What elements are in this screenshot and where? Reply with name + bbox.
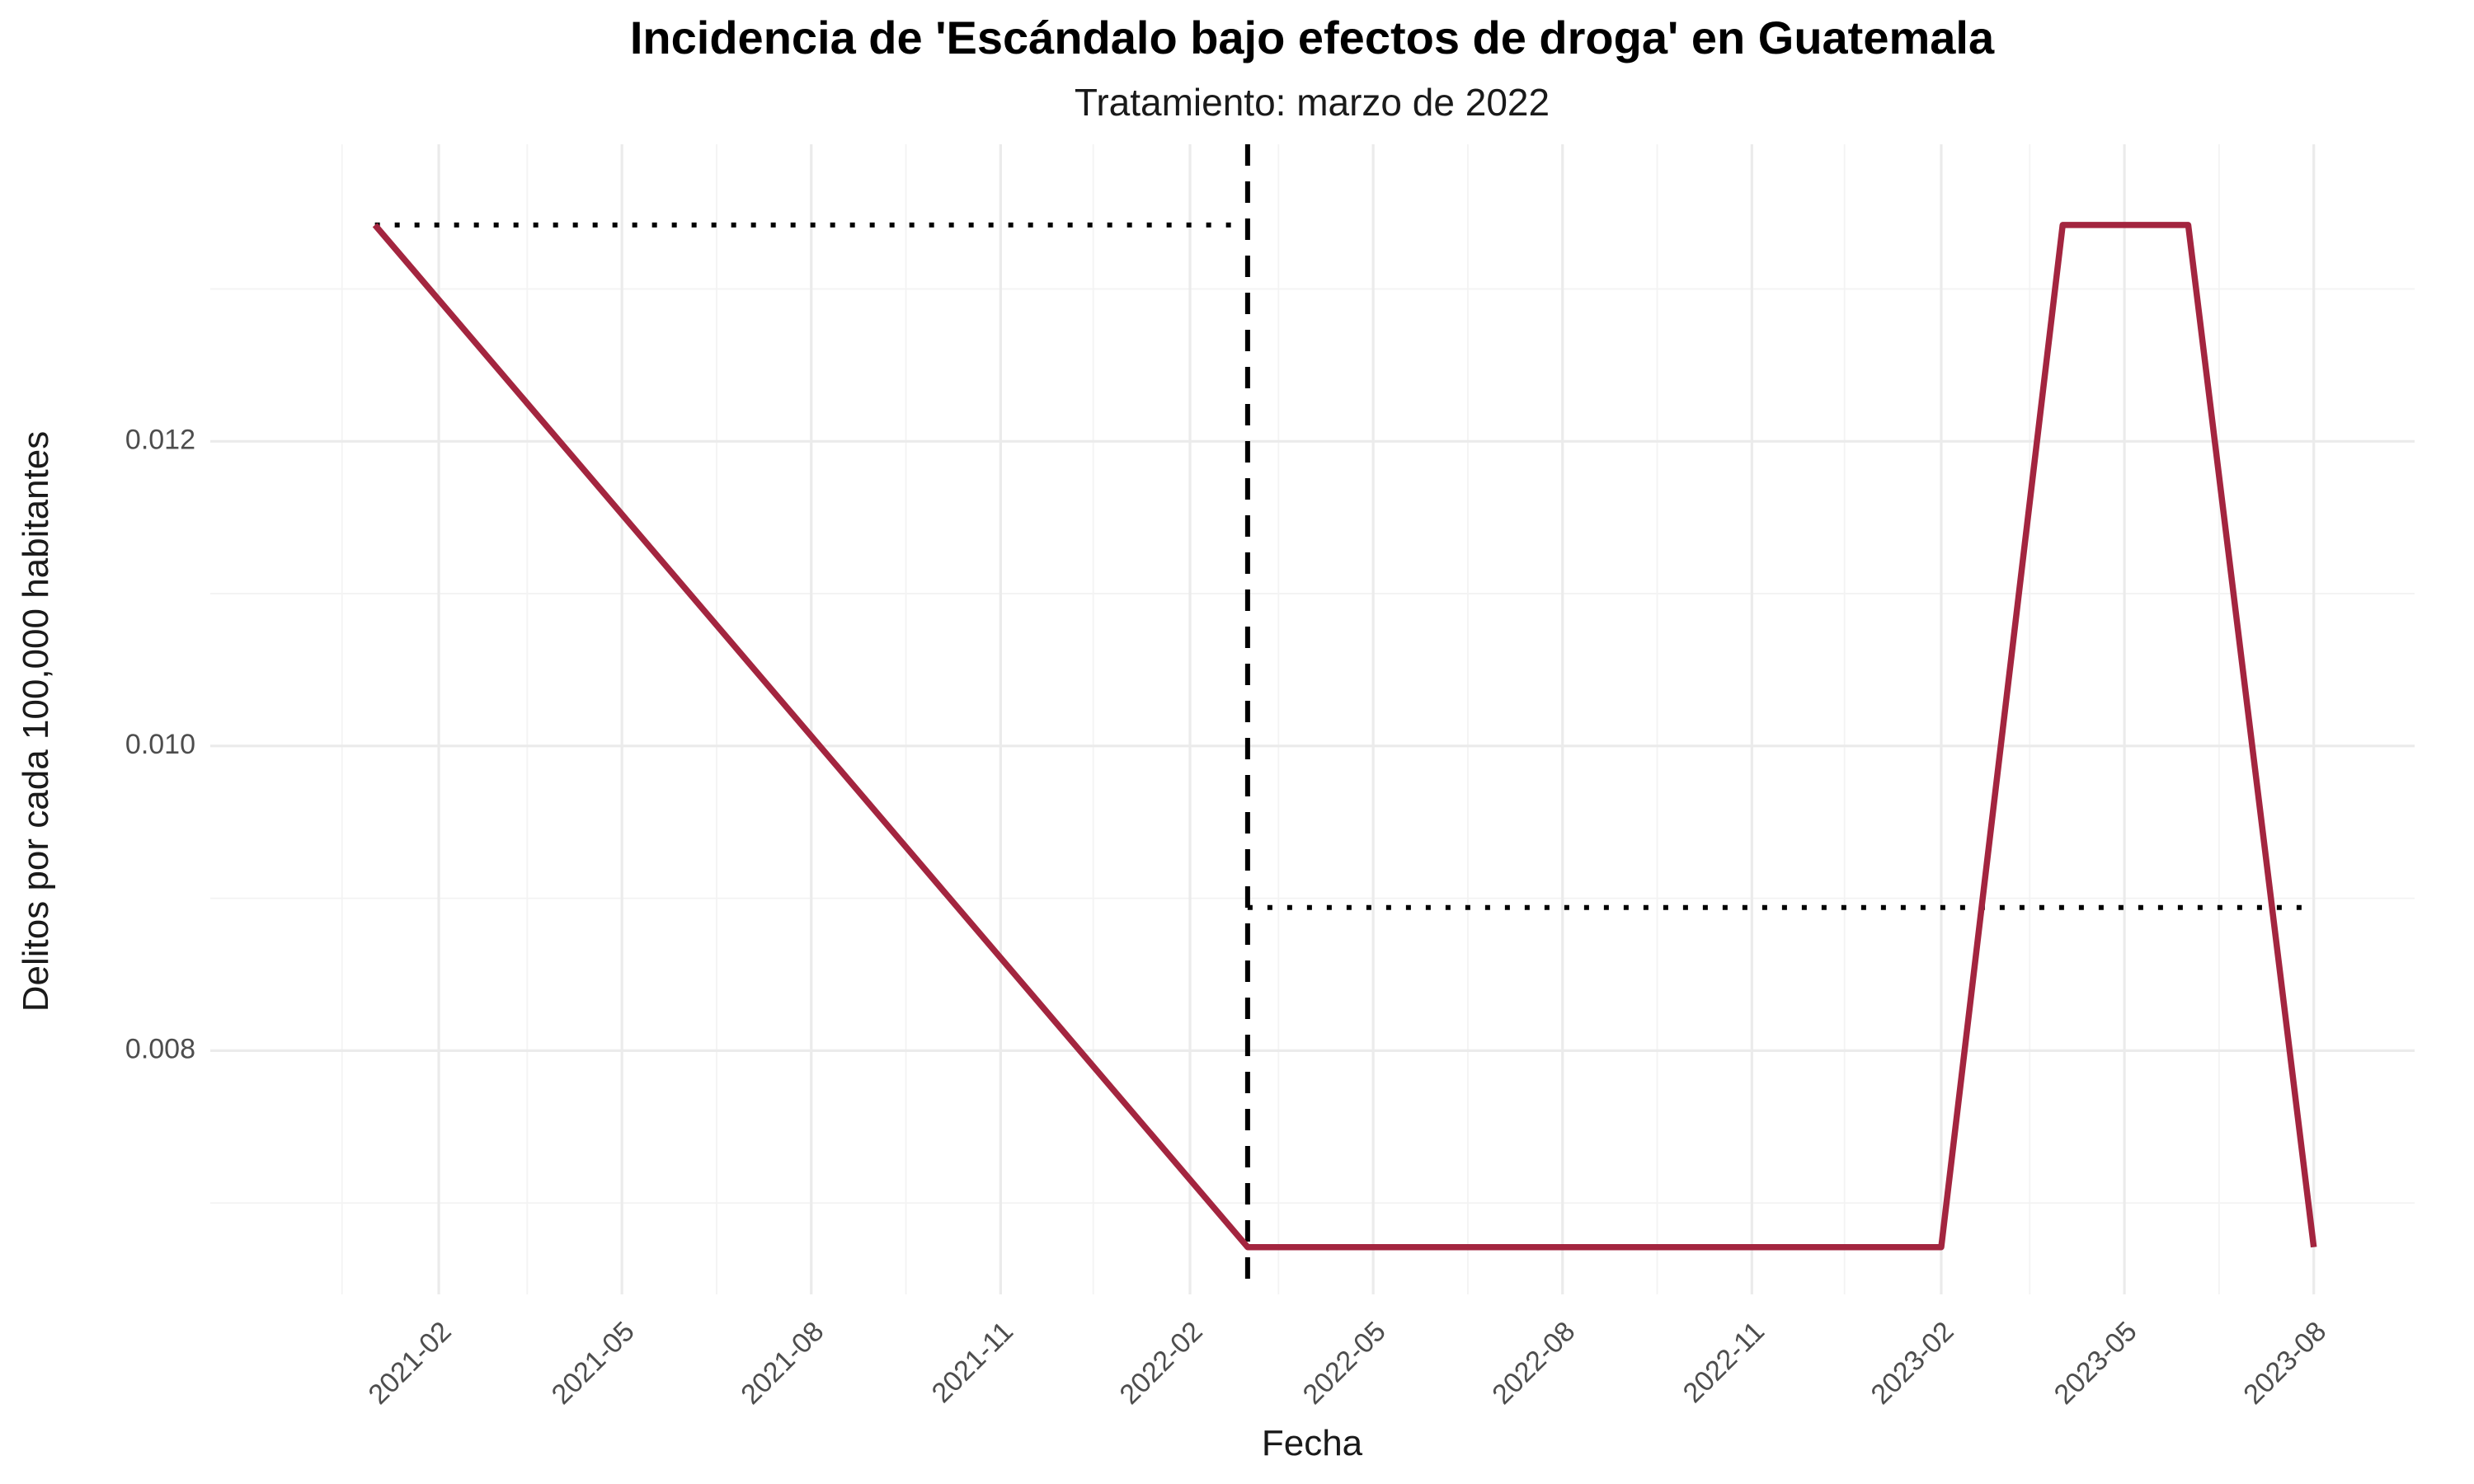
x-tick-label: 2021-02 [363,1316,458,1411]
series-line [372,222,2317,1251]
x-tick-label: 2022-02 [1114,1316,1209,1411]
chart-subtitle: Tratamiento: marzo de 2022 [1075,81,1550,124]
y-tick-label: 0.008 [125,1033,195,1064]
y-axis-title: Delitos por cada 100,000 habitantes [16,431,56,1012]
y-axis-ticks: 0.008 0.010 0.012 [125,424,195,1064]
reference-lines [374,144,2314,1294]
x-tick-label: 2022-11 [1677,1316,1771,1409]
y-tick-label: 0.012 [125,424,195,455]
x-tick-label: 2021-05 [546,1316,641,1411]
x-tick-label: 2022-08 [1486,1316,1581,1411]
y-tick-label: 0.010 [125,729,195,760]
x-tick-label: 2021-11 [926,1316,1019,1409]
x-axis-ticks: 2021-02 2021-05 2021-08 2021-11 2022-02 2022-… [363,1316,2333,1411]
series-layer [372,222,2317,1251]
grid [210,144,2415,1294]
x-axis-title: Fecha [1262,1423,1363,1463]
x-tick-label: 2022-05 [1297,1316,1392,1411]
x-tick-label: 2023-02 [1865,1316,1959,1411]
x-tick-label: 2021-08 [735,1316,830,1411]
x-tick-label: 2023-08 [2237,1316,2332,1411]
x-tick-label: 2023-05 [2048,1316,2143,1411]
chart-title: Incidencia de 'Escándalo bajo efectos de… [630,12,1995,63]
